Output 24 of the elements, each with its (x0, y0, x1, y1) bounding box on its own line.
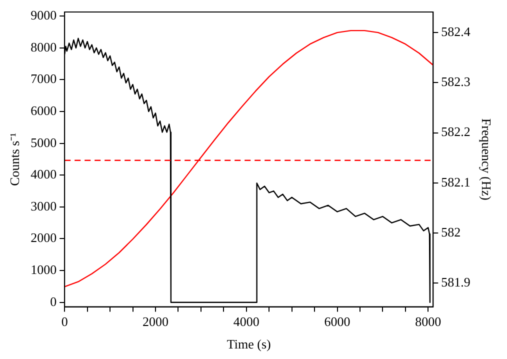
y2-axis-title: Frequency (Hz) (478, 118, 494, 200)
y-tick-label: 3000 (30, 198, 57, 214)
x-axis-title: Time (s) (226, 336, 271, 352)
y2-tick-label: 582 (441, 224, 461, 240)
y2-tick-label: 581.9 (441, 274, 470, 290)
y-tick-label: 6000 (30, 102, 57, 118)
y-tick-label: 1000 (30, 262, 57, 277)
x-tick-label: 6000 (324, 314, 350, 330)
y2-tick-label: 582.1 (441, 174, 470, 190)
y2-tick-label: 582.2 (441, 124, 470, 140)
y-tick-label: 7000 (30, 71, 57, 86)
y-tick-label: 4000 (30, 166, 57, 182)
x-tick-label: 4000 (233, 314, 260, 330)
x-tick-label: 2000 (142, 314, 168, 330)
y2-tick-label: 582.4 (441, 24, 471, 39)
y-axis-title: Counts s⁻¹ (7, 132, 22, 186)
y2-tick-label: 582.3 (441, 74, 470, 90)
y-tick-label: 2000 (30, 230, 57, 246)
x-tick-label: 8000 (415, 314, 442, 330)
y-tick-label: 9000 (30, 8, 57, 23)
y-tick-label: 5000 (30, 134, 57, 150)
y-tick-label: 0 (50, 294, 57, 309)
y-tick-label: 8000 (30, 39, 57, 54)
x-tick-label: 0 (61, 314, 68, 330)
